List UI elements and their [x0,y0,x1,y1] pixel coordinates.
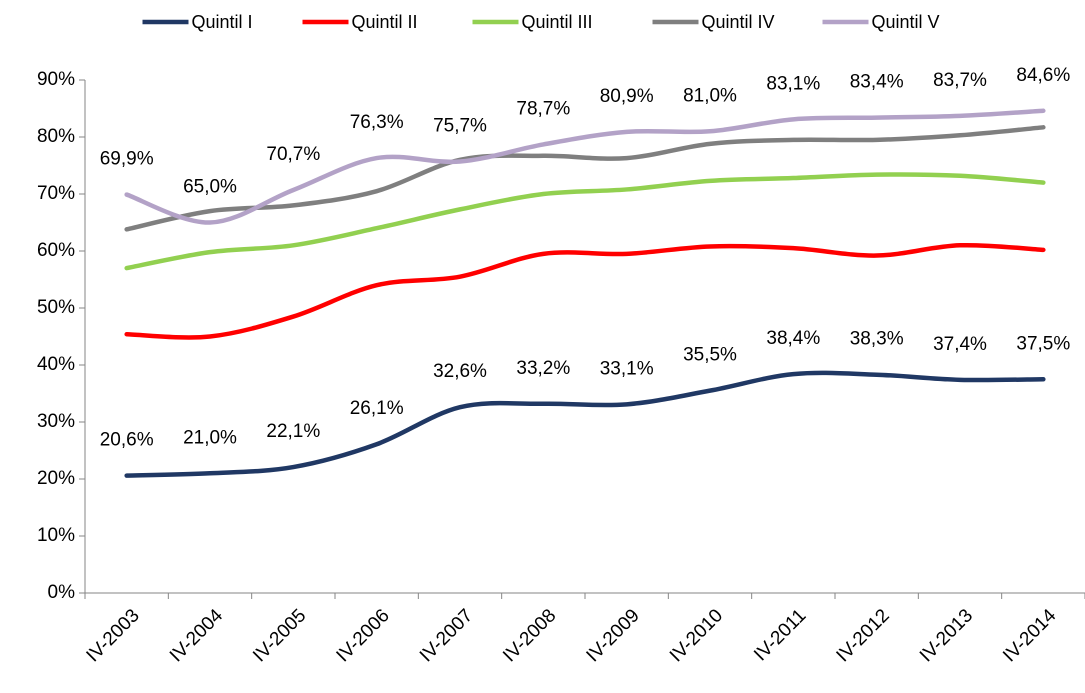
data-label: 76,3% [350,112,404,133]
y-tick-label: 30% [37,411,75,432]
data-label: 80,9% [600,86,654,107]
y-tick-label: 0% [48,582,76,603]
legend-label: Quintil II [352,12,418,32]
legend: Quintil I Quintil II Quintil III Quintil IV… [142,12,940,32]
x-tick-label: IV-2014 [999,605,1060,666]
data-label: 83,4% [850,72,904,93]
data-label: 33,2% [516,358,570,379]
data-label: 75,7% [433,116,487,137]
legend-label: Quintil I [192,12,253,32]
x-tick-label: IV-2007 [416,605,477,666]
data-label: 83,1% [766,73,820,94]
legend-label: Quintil V [872,12,940,32]
x-tick-label: IV-2012 [833,605,894,666]
y-tick-label: 50% [37,297,75,318]
x-tick-label: IV-2011 [750,605,810,665]
x-tick-label: IV-2010 [666,605,727,666]
series-line [124,242,1046,340]
y-tick-label: 70% [37,183,75,204]
data-label: 21,0% [183,427,237,448]
x-tick-label: IV-2004 [166,605,227,666]
series-line [124,370,1046,478]
data-label: 37,5% [1016,333,1070,354]
x-tick-label: IV-2006 [333,605,394,666]
y-tick-label: 60% [37,240,75,261]
x-tick-label: IV-2008 [499,605,560,666]
data-label: 81,0% [683,85,737,106]
data-label: 38,3% [850,329,904,350]
data-label: 69,9% [100,149,154,170]
x-tick-label: IV-2005 [249,605,310,666]
y-tick-label: 40% [37,354,75,375]
legend-label: Quintil III [522,12,593,32]
data-label: 35,5% [683,345,737,366]
x-tick-label: IV-2013 [916,605,977,666]
legend-label: Quintil IV [702,12,775,32]
y-tick-label: 10% [37,525,75,546]
data-label: 65,0% [183,177,237,198]
series-line [124,108,1046,225]
data-label: 70,7% [266,144,320,165]
data-label: 32,6% [433,361,487,382]
x-tick-label: IV-2009 [583,605,644,666]
series-line [124,172,1046,271]
series-line [124,125,1046,232]
data-label: 22,1% [266,421,320,442]
y-tick-label: 20% [37,468,75,489]
data-label: 33,1% [600,358,654,379]
x-tick-label: IV-2003 [83,605,144,666]
data-label: 20,6% [100,430,154,451]
y-tick-label: 90% [37,69,75,90]
y-tick-label: 80% [37,126,75,147]
data-label: 78,7% [516,98,570,119]
data-label: 83,7% [933,70,987,91]
data-label: 84,6% [1016,65,1070,86]
data-label: 26,1% [350,398,404,419]
data-label: 37,4% [933,334,987,355]
data-label: 38,4% [766,328,820,349]
